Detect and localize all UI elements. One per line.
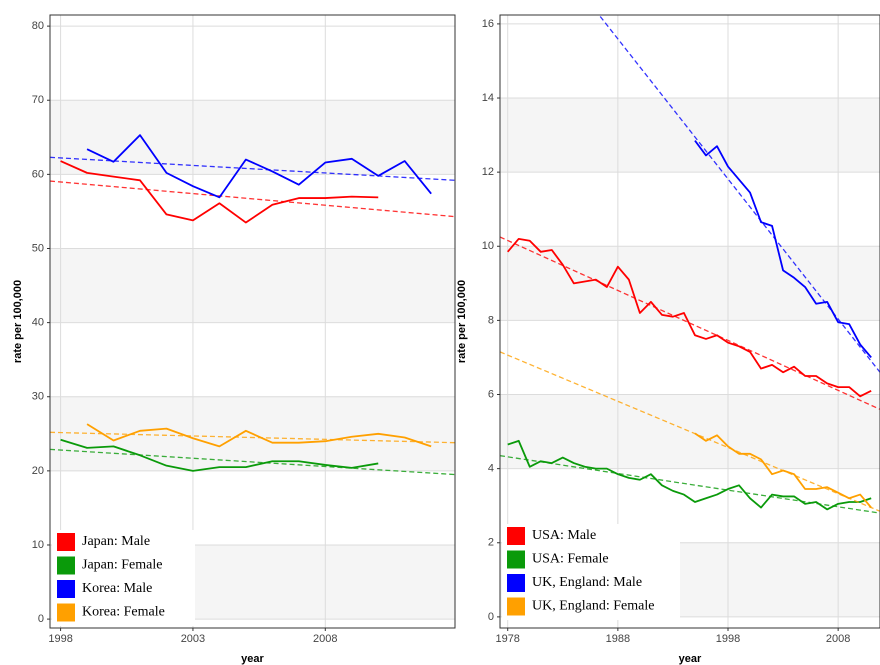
y-tick-label: 2 — [488, 537, 494, 549]
stripe — [50, 248, 455, 323]
legend-box — [52, 530, 195, 626]
series-line — [507, 237, 872, 398]
series-line — [694, 140, 872, 359]
y-tick-label: 12 — [482, 166, 494, 178]
legend-label: UK, England: Male — [532, 575, 642, 590]
legend-swatch — [507, 574, 525, 592]
y-tick-label: 50 — [32, 242, 44, 254]
y-tick-label: 10 — [32, 539, 44, 551]
legend-label: USA: Male — [532, 528, 596, 543]
series-line — [86, 423, 432, 448]
x-tick-label: 1998 — [716, 633, 740, 645]
y-tick-label: 30 — [32, 391, 44, 403]
y-tick-label: 40 — [32, 317, 44, 329]
y-tick-label: 4 — [488, 463, 494, 475]
plot-border — [499, 14, 880, 629]
legend-swatch — [57, 580, 75, 598]
y-tick-label: 10 — [482, 240, 494, 252]
y-axis-title: rate per 100,000 — [456, 280, 468, 363]
stripe — [500, 246, 880, 321]
legend-label: Japan: Female — [82, 558, 162, 573]
plot-border — [49, 14, 456, 629]
trend-line — [50, 156, 455, 181]
y-tick-label: 8 — [488, 314, 494, 326]
legend-label: Korea: Male — [82, 581, 152, 596]
y-tick-label: 80 — [32, 20, 44, 32]
y-tick-label: 6 — [488, 388, 494, 400]
y-tick-label: 16 — [482, 18, 494, 30]
trend-line — [50, 180, 455, 218]
legend-label: USA: Female — [532, 552, 609, 567]
trend-line — [500, 455, 880, 514]
series-layer — [50, 134, 455, 476]
series-line — [60, 438, 379, 472]
y-tick-label: 14 — [482, 92, 494, 104]
legend-label: Korea: Female — [82, 605, 165, 620]
legend-swatch — [507, 597, 525, 616]
trend-line — [500, 236, 880, 410]
y-tick-label: 70 — [32, 94, 44, 106]
legend-swatch — [57, 533, 75, 551]
panel: 0 10 20 30 40 50 60 70 80 1998 2003 2008 Japan: Male… — [12, 14, 456, 665]
series-line — [694, 432, 872, 509]
series-line — [86, 134, 432, 199]
x-tick-label: 2003 — [181, 633, 205, 645]
trend-line — [500, 351, 880, 512]
x-tick-label: 1998 — [48, 633, 72, 645]
y-axis-title: rate per 100,000 — [12, 280, 24, 363]
x-tick-label: 1978 — [495, 633, 519, 645]
x-axis-title: year — [679, 653, 702, 665]
legend-swatch — [507, 527, 525, 545]
y-tick-label: 20 — [32, 465, 44, 477]
trend-line — [50, 431, 455, 444]
legend-label: Japan: Male — [82, 534, 150, 549]
x-tick-label: 1988 — [606, 633, 630, 645]
trend-line — [50, 448, 455, 476]
stripe — [500, 98, 880, 173]
legend-swatch — [57, 556, 75, 575]
legend-swatch — [507, 550, 525, 569]
y-tick-label: 0 — [488, 611, 494, 623]
series-layer — [500, 16, 880, 514]
legend-label: UK, England: Female — [532, 599, 654, 614]
x-tick-label: 2008 — [313, 633, 337, 645]
panel: 0 2 4 6 8 10 12 14 16 1978 1988 1998 2008 USA: Male US… — [456, 14, 880, 665]
x-tick-label: 2008 — [826, 633, 850, 645]
y-tick-label: 0 — [38, 613, 44, 625]
y-tick-label: 60 — [32, 168, 44, 180]
series-line — [60, 160, 379, 224]
legend-box — [502, 524, 680, 620]
legend-swatch — [57, 603, 75, 622]
x-axis-title: year — [241, 653, 264, 665]
series-line — [507, 439, 872, 511]
stripe — [500, 394, 880, 469]
